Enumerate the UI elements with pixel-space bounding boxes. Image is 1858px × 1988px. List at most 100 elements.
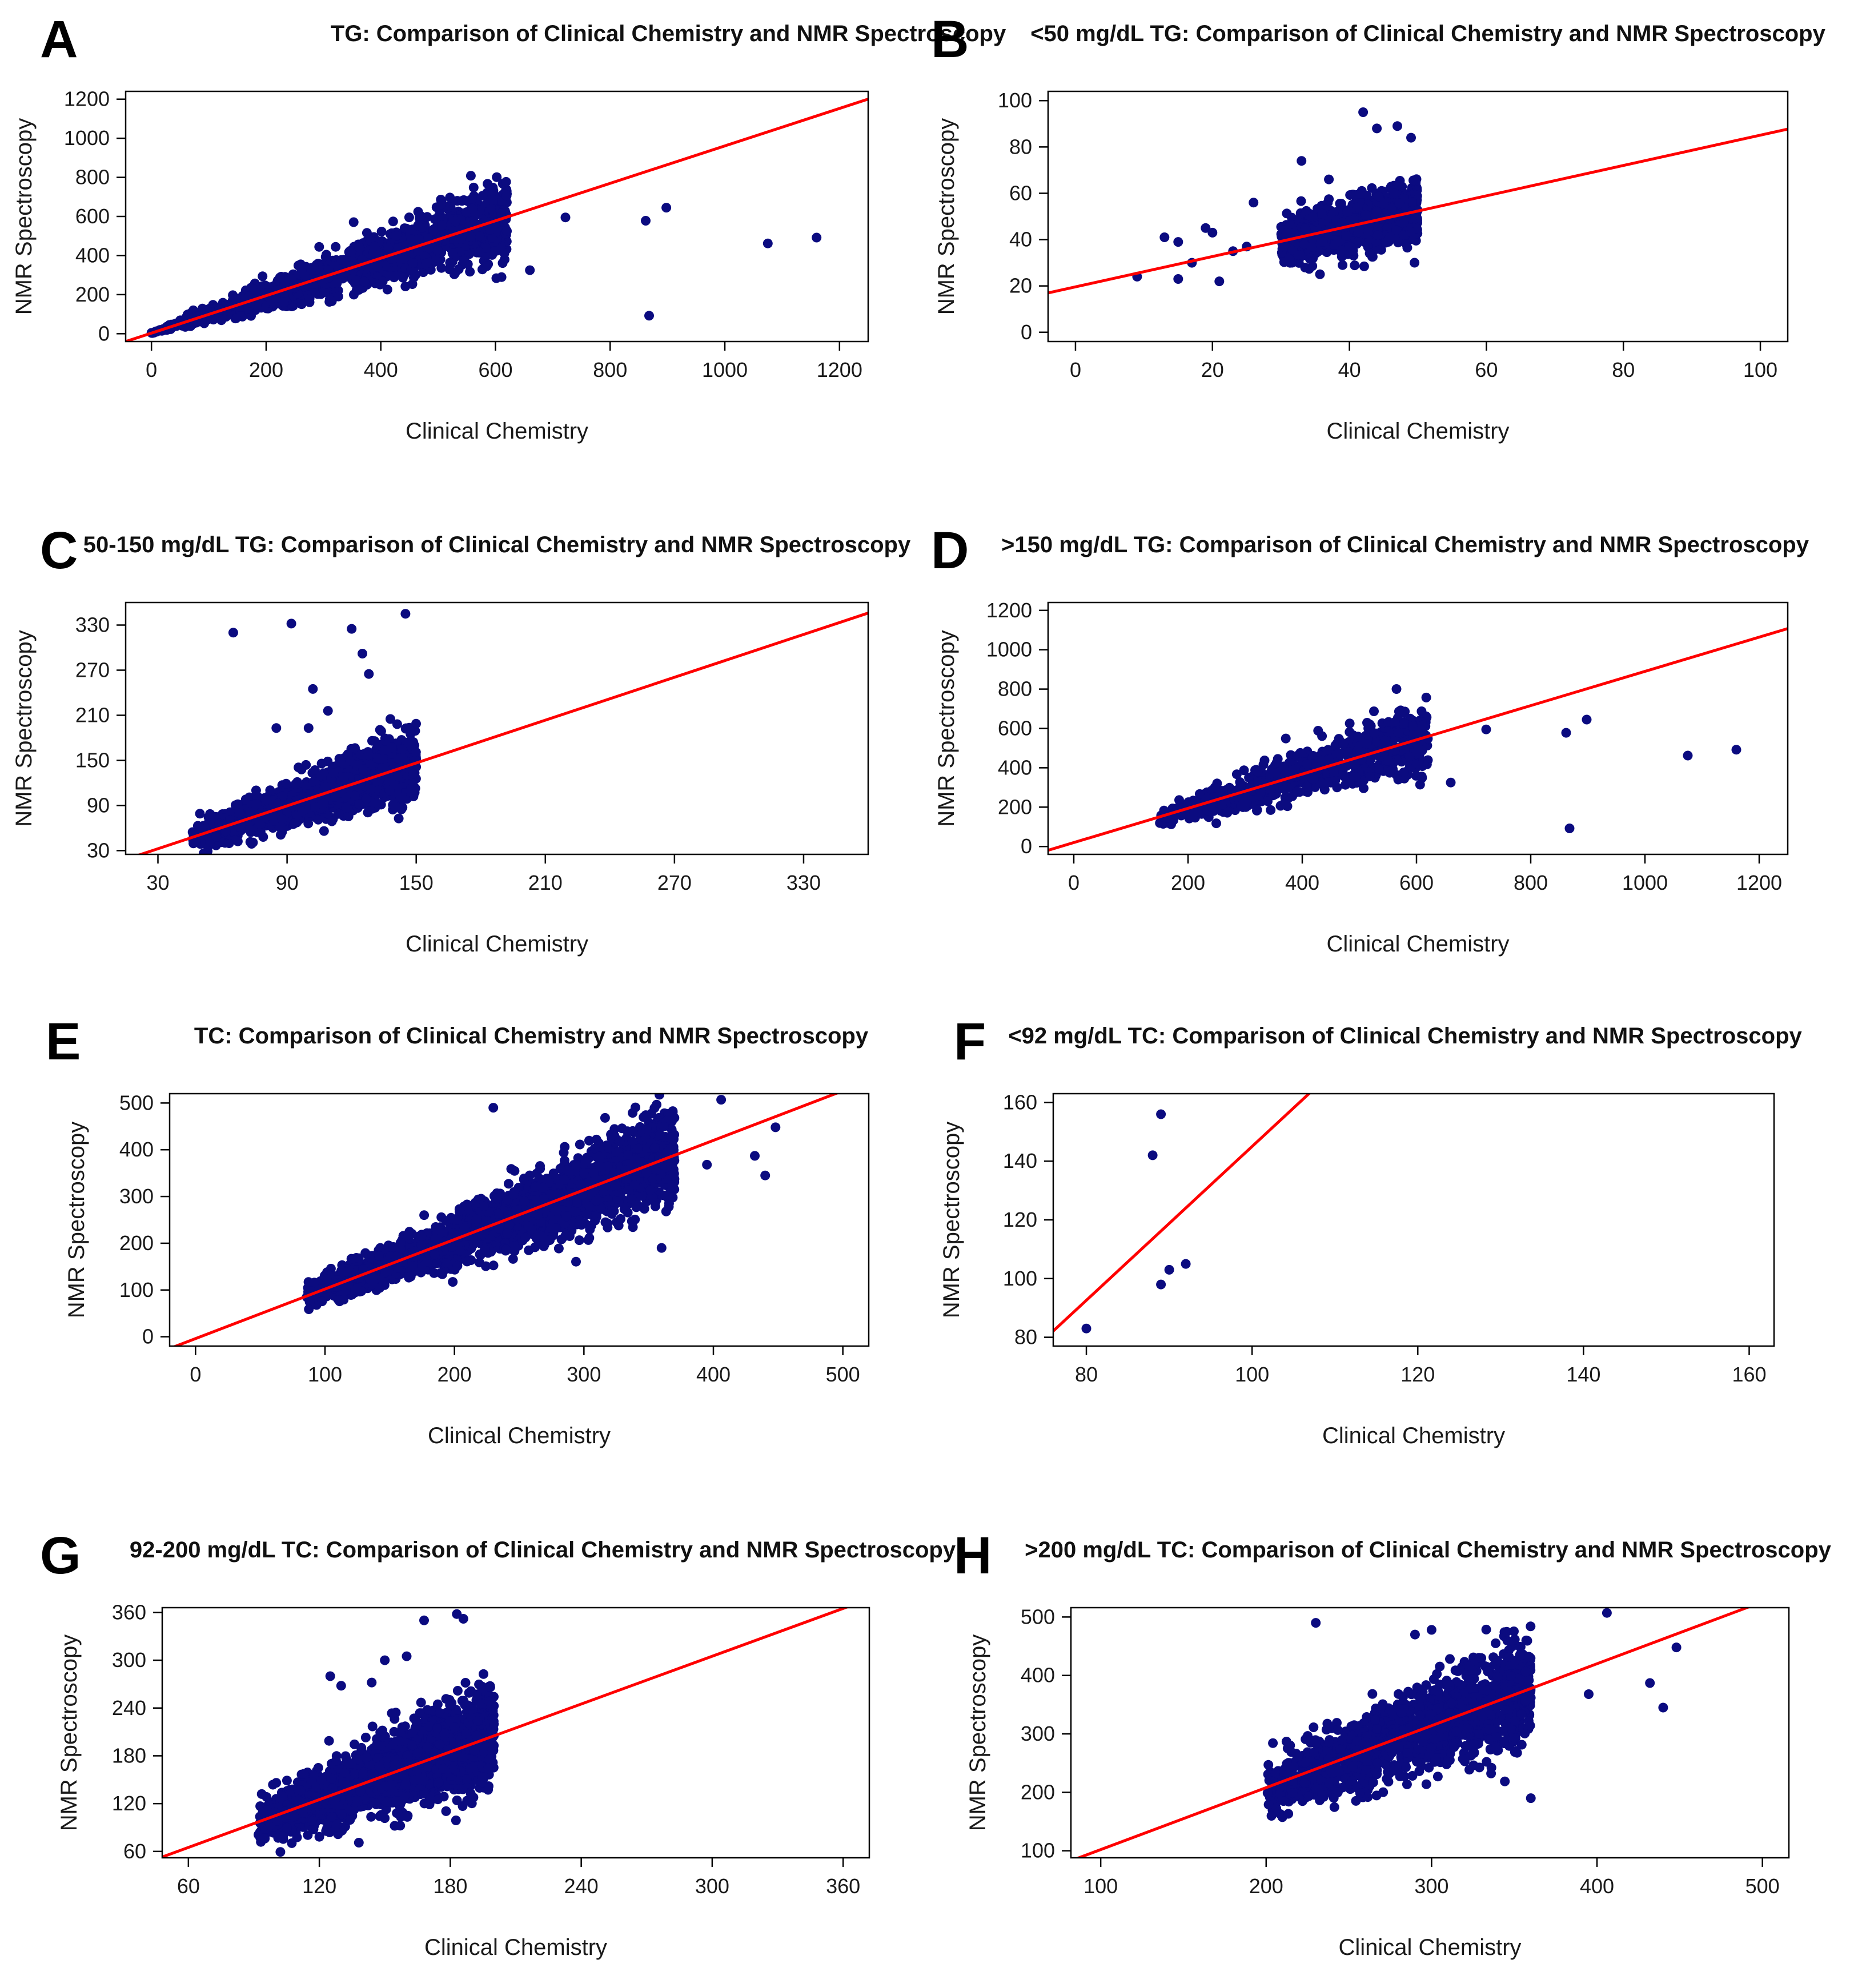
data-point bbox=[1391, 684, 1402, 694]
data-point bbox=[258, 271, 268, 282]
data-point bbox=[245, 806, 255, 817]
data-point bbox=[404, 722, 414, 733]
x-tick-label: 100 bbox=[1743, 358, 1777, 381]
y-tick-label: 1000 bbox=[64, 126, 110, 150]
x-tick-label: 30 bbox=[146, 871, 169, 894]
outlier-point bbox=[1159, 232, 1170, 242]
data-point bbox=[296, 299, 307, 310]
data-point bbox=[389, 271, 399, 282]
data-point bbox=[378, 754, 388, 764]
x-axis-title: Clinical Chemistry bbox=[1326, 419, 1509, 444]
data-point bbox=[398, 254, 408, 264]
data-point bbox=[1315, 269, 1325, 279]
data-point bbox=[467, 204, 477, 214]
x-tick-label: 270 bbox=[657, 871, 692, 894]
x-tick-label: 0 bbox=[146, 358, 157, 381]
data-point bbox=[331, 242, 341, 252]
data-point bbox=[490, 246, 500, 256]
scatter-points bbox=[1132, 107, 1423, 287]
data-point bbox=[1361, 210, 1371, 220]
data-point bbox=[477, 191, 488, 201]
y-tick-label: 1200 bbox=[64, 87, 110, 111]
panel-letter: A bbox=[40, 10, 78, 69]
data-point bbox=[487, 204, 497, 214]
data-point bbox=[271, 293, 281, 303]
outlier-point bbox=[661, 203, 672, 213]
data-point bbox=[406, 234, 416, 244]
data-point bbox=[413, 220, 423, 231]
x-tick-label: 150 bbox=[399, 871, 434, 894]
x-tick-label: 400 bbox=[364, 358, 398, 381]
data-point bbox=[313, 814, 323, 825]
data-point bbox=[1317, 208, 1327, 219]
y-tick-label: 0 bbox=[98, 322, 110, 345]
data-point bbox=[1341, 231, 1351, 241]
data-point bbox=[390, 802, 400, 812]
data-point bbox=[1379, 199, 1389, 209]
data-point bbox=[348, 217, 359, 227]
data-point bbox=[1344, 241, 1354, 251]
data-point bbox=[319, 826, 329, 836]
outlier-point bbox=[812, 232, 822, 243]
x-tick-label: 0 bbox=[1070, 358, 1081, 381]
data-point bbox=[277, 814, 287, 824]
data-point bbox=[406, 740, 416, 749]
panel-c: C 50-150 mg/dL TG: Comparison of Clinical… bbox=[11, 521, 911, 957]
outlier-point bbox=[358, 649, 367, 658]
data-point bbox=[320, 782, 330, 792]
data-point bbox=[383, 243, 394, 253]
y-tick-label: 60 bbox=[1009, 181, 1032, 204]
data-point bbox=[310, 802, 320, 812]
data-point bbox=[397, 744, 407, 754]
data-point bbox=[464, 249, 474, 259]
data-point bbox=[408, 258, 418, 268]
y-tick-label: 30 bbox=[87, 838, 110, 862]
x-tick-label: 600 bbox=[478, 358, 512, 381]
data-point bbox=[376, 726, 386, 736]
data-point bbox=[481, 261, 492, 271]
data-point bbox=[278, 791, 288, 801]
data-point bbox=[327, 816, 337, 826]
data-point bbox=[437, 220, 447, 231]
data-point bbox=[358, 764, 368, 774]
data-point bbox=[1296, 196, 1306, 206]
y-tick-label: 80 bbox=[1009, 135, 1032, 158]
data-point bbox=[231, 293, 241, 303]
data-point bbox=[310, 765, 320, 775]
outlier-point bbox=[1324, 174, 1334, 184]
data-point bbox=[432, 245, 443, 255]
outlier-point bbox=[347, 624, 357, 634]
data-point bbox=[1300, 223, 1310, 234]
panel-letter: C bbox=[40, 521, 78, 580]
data-point bbox=[291, 779, 300, 789]
x-axis-title: Clinical Chemistry bbox=[406, 931, 588, 957]
data-point bbox=[306, 265, 316, 275]
data-point bbox=[392, 719, 402, 729]
data-point bbox=[408, 769, 419, 779]
data-point bbox=[376, 227, 387, 236]
outlier-point bbox=[641, 216, 651, 226]
regression-line bbox=[1048, 127, 1788, 295]
data-point bbox=[1266, 805, 1276, 815]
data-point bbox=[428, 226, 439, 236]
outlier-point bbox=[1201, 223, 1211, 233]
data-point bbox=[1324, 194, 1334, 204]
data-point bbox=[1342, 207, 1353, 217]
data-point bbox=[354, 243, 364, 252]
data-point bbox=[308, 777, 319, 787]
data-point bbox=[384, 785, 395, 796]
data-point bbox=[334, 809, 344, 819]
data-point bbox=[456, 247, 466, 257]
data-point bbox=[1300, 262, 1310, 272]
data-point bbox=[387, 749, 397, 759]
regression-line bbox=[126, 98, 868, 342]
data-point bbox=[1358, 188, 1368, 199]
data-point bbox=[1363, 226, 1373, 236]
data-point bbox=[1373, 230, 1383, 240]
data-point bbox=[1394, 198, 1404, 208]
data-point bbox=[251, 785, 261, 796]
data-point bbox=[244, 291, 254, 302]
data-point bbox=[359, 276, 370, 287]
outlier-point bbox=[1338, 260, 1348, 270]
y-tick-label: 0 bbox=[1021, 320, 1032, 344]
